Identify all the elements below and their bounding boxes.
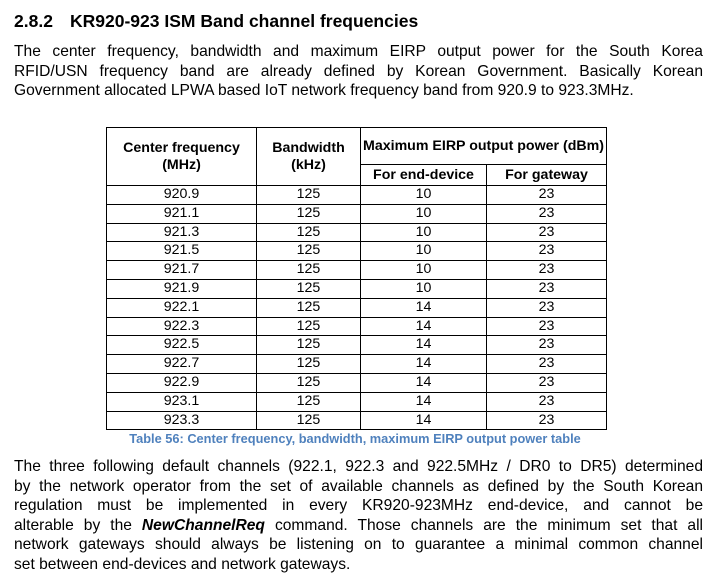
cell-center-frequency: 922.7 [106,354,257,374]
table-row: 922.7 125 14 23 [106,354,607,374]
cell-end-device-eirp: 10 [360,203,487,224]
table-row: 923.1 125 14 23 [106,391,607,412]
cell-bandwidth: 125 [256,222,361,243]
cell-bandwidth: 125 [256,260,361,280]
header-gateway: For gateway [486,164,607,186]
cell-gateway-eirp: 23 [486,241,607,262]
cell-center-frequency: 922.3 [106,316,257,337]
body-line: by the network operator from the set of … [14,477,703,495]
cell-bandwidth: 125 [256,410,361,431]
cell-bandwidth: 125 [256,241,361,262]
cell-bandwidth: 125 [256,391,361,412]
cell-bandwidth: 125 [256,316,361,337]
cell-center-frequency: 922.9 [106,372,257,393]
cell-bandwidth: 125 [256,372,361,393]
cell-center-frequency: 921.3 [106,222,257,243]
command-name: NewChannelReq [141,516,265,534]
cell-gateway-eirp: 23 [486,297,607,318]
table-row: 922.5 125 14 23 [106,335,607,356]
cell-end-device-eirp: 14 [360,297,487,318]
cell-gateway-eirp: 23 [486,203,607,224]
cell-gateway-eirp: 23 [486,391,607,412]
cell-bandwidth: 125 [256,185,361,205]
section-heading: 2.8.2 KR920-923 ISM Band channel frequenc… [14,11,418,32]
cell-center-frequency: 923.1 [106,391,257,412]
cell-center-frequency: 923.3 [106,410,257,431]
cell-center-frequency: 920.9 [106,185,257,205]
body-line: alterable by the NewChannelReq command. … [14,516,703,536]
header-center-frequency: Center frequency (MHz) [106,127,257,186]
cell-gateway-eirp: 23 [486,335,607,356]
cell-end-device-eirp: 10 [360,222,487,243]
cell-center-frequency: 921.9 [106,278,257,299]
cell-gateway-eirp: 23 [486,185,607,205]
header-end-device: For end-device [360,164,487,186]
body-paragraph: The three following default channels (92… [14,457,703,575]
section-title: KR920-923 ISM Band channel frequencies [70,11,419,31]
cell-bandwidth: 125 [256,335,361,356]
table-row: 920.9 125 10 23 [106,185,607,205]
cell-end-device-eirp: 14 [360,335,487,356]
table-row: 922.3 125 14 23 [106,316,607,337]
intro-line: RFID/USN frequency band are already defi… [14,62,703,80]
cell-bandwidth: 125 [256,203,361,224]
cell-gateway-eirp: 23 [486,410,607,431]
cell-bandwidth: 125 [256,278,361,299]
cell-end-device-eirp: 10 [360,260,487,280]
cell-end-device-eirp: 14 [360,410,487,431]
table-row: 921.5 125 10 23 [106,241,607,262]
frequency-table: Center frequency (MHz) Bandwidth (kHz) M… [106,127,607,431]
cell-gateway-eirp: 23 [486,316,607,337]
cell-bandwidth: 125 [256,354,361,374]
section-number: 2.8.2 [14,11,53,31]
body-line: The three following default channels (92… [14,458,703,475]
cell-center-frequency: 921.5 [106,241,257,262]
body-line: set between end-devices and network gate… [14,555,351,573]
cell-end-device-eirp: 14 [360,391,487,412]
body-line: regulation must be implemented in every … [14,497,703,515]
table-row: 921.7 125 10 23 [106,260,607,280]
body-text: command. Those channels are the minimum … [264,516,703,534]
cell-gateway-eirp: 23 [486,260,607,280]
cell-end-device-eirp: 10 [360,278,487,299]
cell-end-device-eirp: 14 [360,372,487,393]
intro-paragraph: The center frequency, bandwidth and maxi… [14,42,703,101]
header-max-eirp: Maximum EIRP output power (dBm) [360,127,607,165]
cell-center-frequency: 922.5 [106,335,257,356]
table-row: 921.1 125 10 23 [106,203,607,224]
table-row: 923.3 125 14 23 [106,410,607,431]
body-line: network gateways should always be listen… [14,536,703,554]
table-row: 921.9 125 10 23 [106,278,607,299]
cell-end-device-eirp: 10 [360,185,487,205]
header-bandwidth: Bandwidth (kHz) [256,127,361,186]
cell-end-device-eirp: 10 [360,241,487,262]
body-text: alterable by the [14,516,142,534]
intro-line: Government allocated LPWA based IoT netw… [14,82,634,100]
cell-gateway-eirp: 23 [486,354,607,374]
table-body: 920.9 125 10 23 921.1 125 10 23 921.3 125 10 23 921.… [106,185,607,431]
intro-line: The center frequency, bandwidth and maxi… [14,43,703,60]
cell-center-frequency: 922.1 [106,297,257,318]
cell-gateway-eirp: 23 [486,372,607,393]
cell-center-frequency: 921.7 [106,260,257,280]
cell-end-device-eirp: 14 [360,354,487,374]
table-caption: Table 56: Center frequency, bandwidth, m… [129,431,581,446]
cell-gateway-eirp: 23 [486,278,607,299]
cell-end-device-eirp: 14 [360,316,487,337]
cell-bandwidth: 125 [256,297,361,318]
table-row: 922.1 125 14 23 [106,297,607,318]
cell-gateway-eirp: 23 [486,222,607,243]
table-row: 922.9 125 14 23 [106,372,607,393]
cell-center-frequency: 921.1 [106,203,257,224]
table-row: 921.3 125 10 23 [106,222,607,243]
